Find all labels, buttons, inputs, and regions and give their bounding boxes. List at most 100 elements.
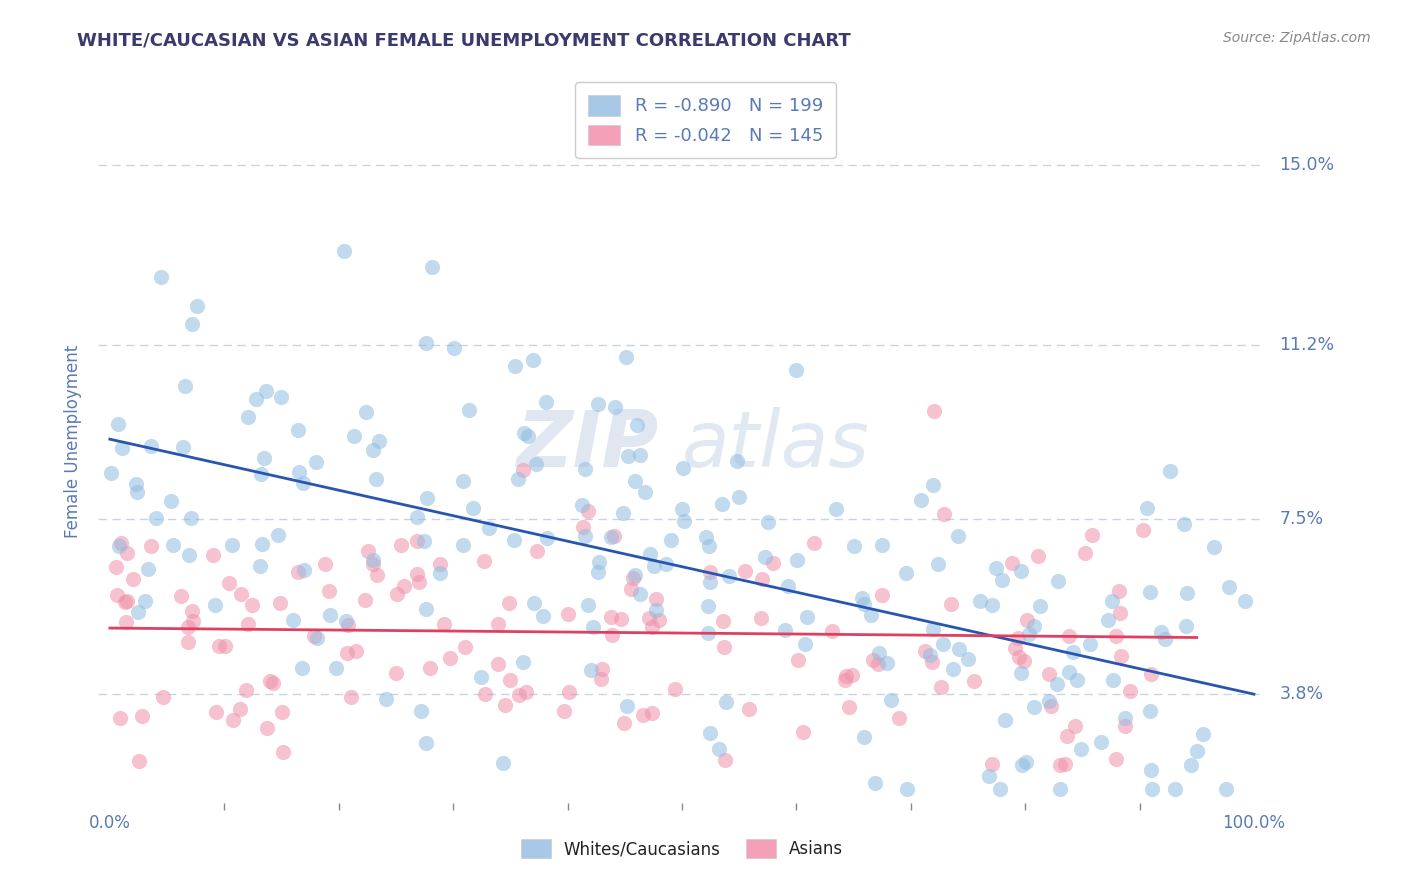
Point <box>470 670 492 684</box>
Point <box>291 661 314 675</box>
Point <box>363 442 385 457</box>
Point <box>125 477 148 491</box>
Point <box>287 565 309 579</box>
Point <box>375 692 398 706</box>
Point <box>600 530 623 544</box>
Point <box>429 566 451 581</box>
Point <box>714 695 737 709</box>
Point <box>1049 781 1071 796</box>
Point <box>335 646 357 660</box>
Point <box>1139 763 1161 777</box>
Point <box>1018 627 1040 641</box>
Point <box>870 538 893 552</box>
Point <box>696 625 718 640</box>
Point <box>1215 781 1237 796</box>
Point <box>385 665 408 680</box>
Point <box>139 439 162 453</box>
Point <box>1139 704 1161 718</box>
Point <box>835 668 858 682</box>
Point <box>1008 649 1031 664</box>
Point <box>963 673 986 688</box>
Point <box>534 395 557 409</box>
Point <box>1159 464 1181 478</box>
Point <box>920 648 942 663</box>
Point <box>713 640 735 655</box>
Point <box>419 661 441 675</box>
Point <box>505 359 527 373</box>
Point <box>354 405 377 419</box>
Point <box>718 569 741 583</box>
Point <box>364 472 387 486</box>
Point <box>588 555 610 569</box>
Point <box>1053 757 1076 772</box>
Point <box>576 598 599 612</box>
Point <box>1173 516 1195 531</box>
Point <box>205 705 228 719</box>
Point <box>108 711 131 725</box>
Point <box>406 566 429 581</box>
Point <box>600 628 623 642</box>
Point <box>1046 574 1069 588</box>
Point <box>229 587 252 601</box>
Point <box>524 457 547 471</box>
Point <box>1029 599 1052 613</box>
Point <box>921 478 943 492</box>
Point <box>252 537 274 551</box>
Point <box>672 514 695 528</box>
Point <box>896 781 918 796</box>
Point <box>131 709 153 723</box>
Point <box>492 756 515 770</box>
Point <box>1150 624 1173 639</box>
Text: WHITE/CAUCASIAN VS ASIAN FEMALE UNEMPLOYMENT CORRELATION CHART: WHITE/CAUCASIAN VS ASIAN FEMALE UNEMPLOY… <box>77 31 851 49</box>
Point <box>824 502 846 516</box>
Point <box>114 595 136 609</box>
Point <box>526 543 548 558</box>
Point <box>921 655 943 669</box>
Point <box>229 701 252 715</box>
Point <box>695 530 717 544</box>
Point <box>420 260 443 274</box>
Point <box>1108 583 1130 598</box>
Point <box>357 544 380 558</box>
Point <box>921 623 943 637</box>
Point <box>138 561 160 575</box>
Point <box>172 441 194 455</box>
Point <box>645 591 668 606</box>
Point <box>412 533 434 548</box>
Point <box>981 599 1004 613</box>
Point <box>841 667 863 681</box>
Point <box>134 594 156 608</box>
Point <box>236 410 259 425</box>
Point <box>451 474 474 488</box>
Point <box>304 629 326 643</box>
Point <box>162 538 184 552</box>
Point <box>486 657 509 672</box>
Point <box>531 609 554 624</box>
Point <box>634 485 657 500</box>
Point <box>697 599 720 614</box>
Point <box>582 620 605 634</box>
Point <box>572 520 595 534</box>
Point <box>478 521 501 535</box>
Point <box>889 710 911 724</box>
Point <box>762 556 785 570</box>
Point <box>512 425 534 440</box>
Point <box>866 657 889 671</box>
Point <box>751 572 773 586</box>
Point <box>325 661 347 675</box>
Point <box>1192 727 1215 741</box>
Point <box>868 646 890 660</box>
Point <box>392 579 415 593</box>
Point <box>1180 758 1202 772</box>
Point <box>1015 755 1038 769</box>
Point <box>957 652 980 666</box>
Point <box>792 725 814 739</box>
Point <box>523 596 546 610</box>
Point <box>115 545 138 559</box>
Point <box>1039 699 1062 714</box>
Point <box>141 539 163 553</box>
Point <box>1109 649 1132 664</box>
Point <box>181 604 204 618</box>
Point <box>1000 556 1022 570</box>
Point <box>557 607 579 622</box>
